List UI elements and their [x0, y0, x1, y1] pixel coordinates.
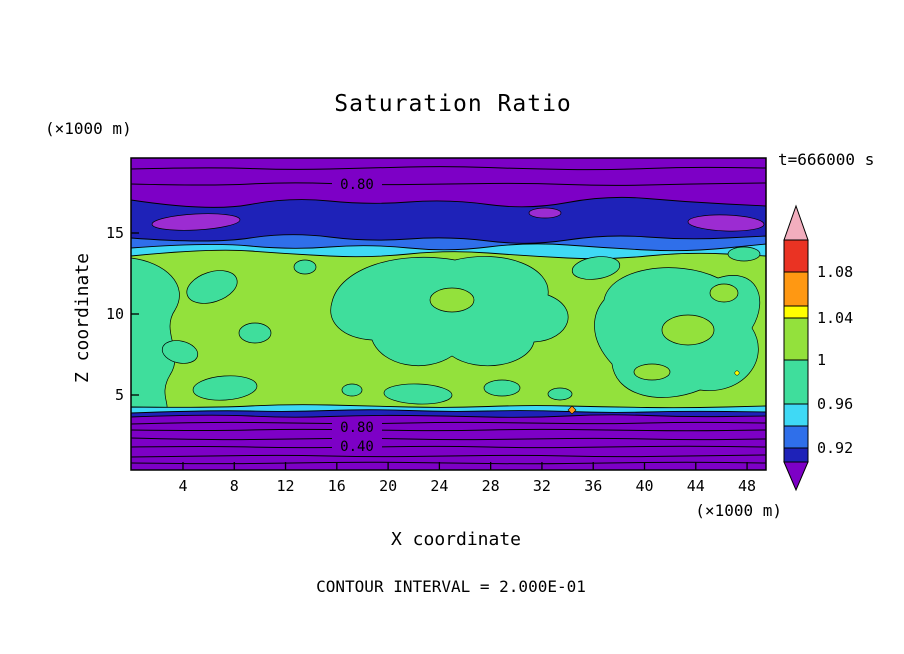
contour-blob: [161, 340, 199, 364]
contour-interval-note: CONTOUR INTERVAL = 2.000E-01: [316, 577, 586, 596]
contour-line: [131, 445, 766, 449]
contour-line: [131, 421, 766, 425]
colorbar-segment-blue: [783, 425, 809, 449]
x-tick-label: 16: [328, 477, 346, 495]
green-island: [633, 363, 671, 381]
green-island: [429, 287, 475, 313]
contour-line-label: 0.80: [340, 177, 374, 193]
contour-label-gap: [332, 175, 382, 192]
x-tick-label: 48: [738, 477, 756, 495]
contour-blob: [341, 383, 363, 397]
contour-line: [131, 166, 766, 171]
colorbar-tick-label: 0.96: [817, 395, 853, 413]
x-axis-ticks: 4 8 12 16 20 24 28 32 36 40 44 48: [178, 462, 756, 495]
violet-patch: [687, 214, 765, 232]
colorbar-tick-label: 1.04: [817, 309, 853, 327]
colorbar-segment-yellow: [783, 305, 809, 319]
colorbar-segment-orange: [783, 271, 809, 307]
colorbar-tick-label: 1: [817, 351, 826, 369]
x-axis-unit-label: (×1000 m): [695, 501, 782, 520]
contour-line-label: 0.80: [340, 420, 374, 436]
y-tick-label: 10: [106, 305, 124, 323]
contour-line: [131, 428, 766, 432]
x-axis-label: X coordinate: [391, 529, 521, 550]
colorbar-tick-label: 0.92: [817, 439, 853, 457]
x-tick-label: 44: [687, 477, 705, 495]
contour-blob: [727, 246, 761, 262]
contour-blob: [293, 259, 317, 275]
y-axis-ticks: 5 10 15: [106, 224, 139, 404]
colorbar-segment-red: [783, 239, 809, 273]
y-tick-label: 5: [115, 386, 124, 404]
y-axis-label: Z coordinate: [72, 253, 93, 383]
contour-field: 0.80 0.80 0.40: [131, 158, 766, 470]
colorbar-segment-navy: [783, 447, 809, 463]
colorbar: 1.08 1.04 1 0.96 0.92: [783, 204, 853, 492]
colorbar-tick-label: 1.08: [817, 263, 853, 281]
violet-patch: [528, 207, 562, 219]
violet-patch: [151, 213, 241, 231]
plot-title: Saturation Ratio: [334, 91, 572, 117]
y-tick-label: 15: [106, 224, 124, 242]
colorbar-segment-yellow_green: [783, 317, 809, 361]
contour-blob: [547, 387, 573, 401]
green-island: [709, 283, 739, 303]
x-tick-label: 4: [178, 477, 187, 495]
band-purple-bottom: [131, 414, 766, 470]
colorbar-arrow-above: [783, 204, 809, 241]
contour-line: [131, 454, 766, 458]
contour-blob: [383, 383, 453, 405]
colorbar-segment-cyan: [783, 403, 809, 427]
x-tick-label: 20: [379, 477, 397, 495]
contour-blob: [571, 256, 621, 280]
x-tick-label: 24: [430, 477, 448, 495]
x-tick-label: 12: [277, 477, 295, 495]
x-tick-label: 8: [230, 477, 239, 495]
x-tick-label: 32: [533, 477, 551, 495]
contour-blob: [186, 270, 238, 304]
x-tick-label: 28: [482, 477, 500, 495]
contour-label-gap: [332, 418, 382, 435]
contour-line-label: 0.40: [340, 439, 374, 455]
timestamp-label: t=666000 s: [778, 150, 874, 169]
contour-blob: [483, 379, 521, 397]
green-island: [661, 314, 715, 346]
orange-speck: [567, 405, 577, 415]
colorbar-segment-spring_green: [783, 359, 809, 405]
y-axis-unit-label: (×1000 m): [45, 119, 132, 138]
x-tick-label: 40: [635, 477, 653, 495]
contour-line: [131, 437, 766, 441]
contour-label-gap: [332, 437, 382, 454]
colorbar-arrow-below: [783, 461, 809, 492]
contour-blob: [238, 322, 272, 344]
yellow-speck: [734, 370, 740, 376]
contour-line: [131, 182, 766, 186]
x-tick-label: 36: [584, 477, 602, 495]
contour-blob: [192, 375, 258, 401]
